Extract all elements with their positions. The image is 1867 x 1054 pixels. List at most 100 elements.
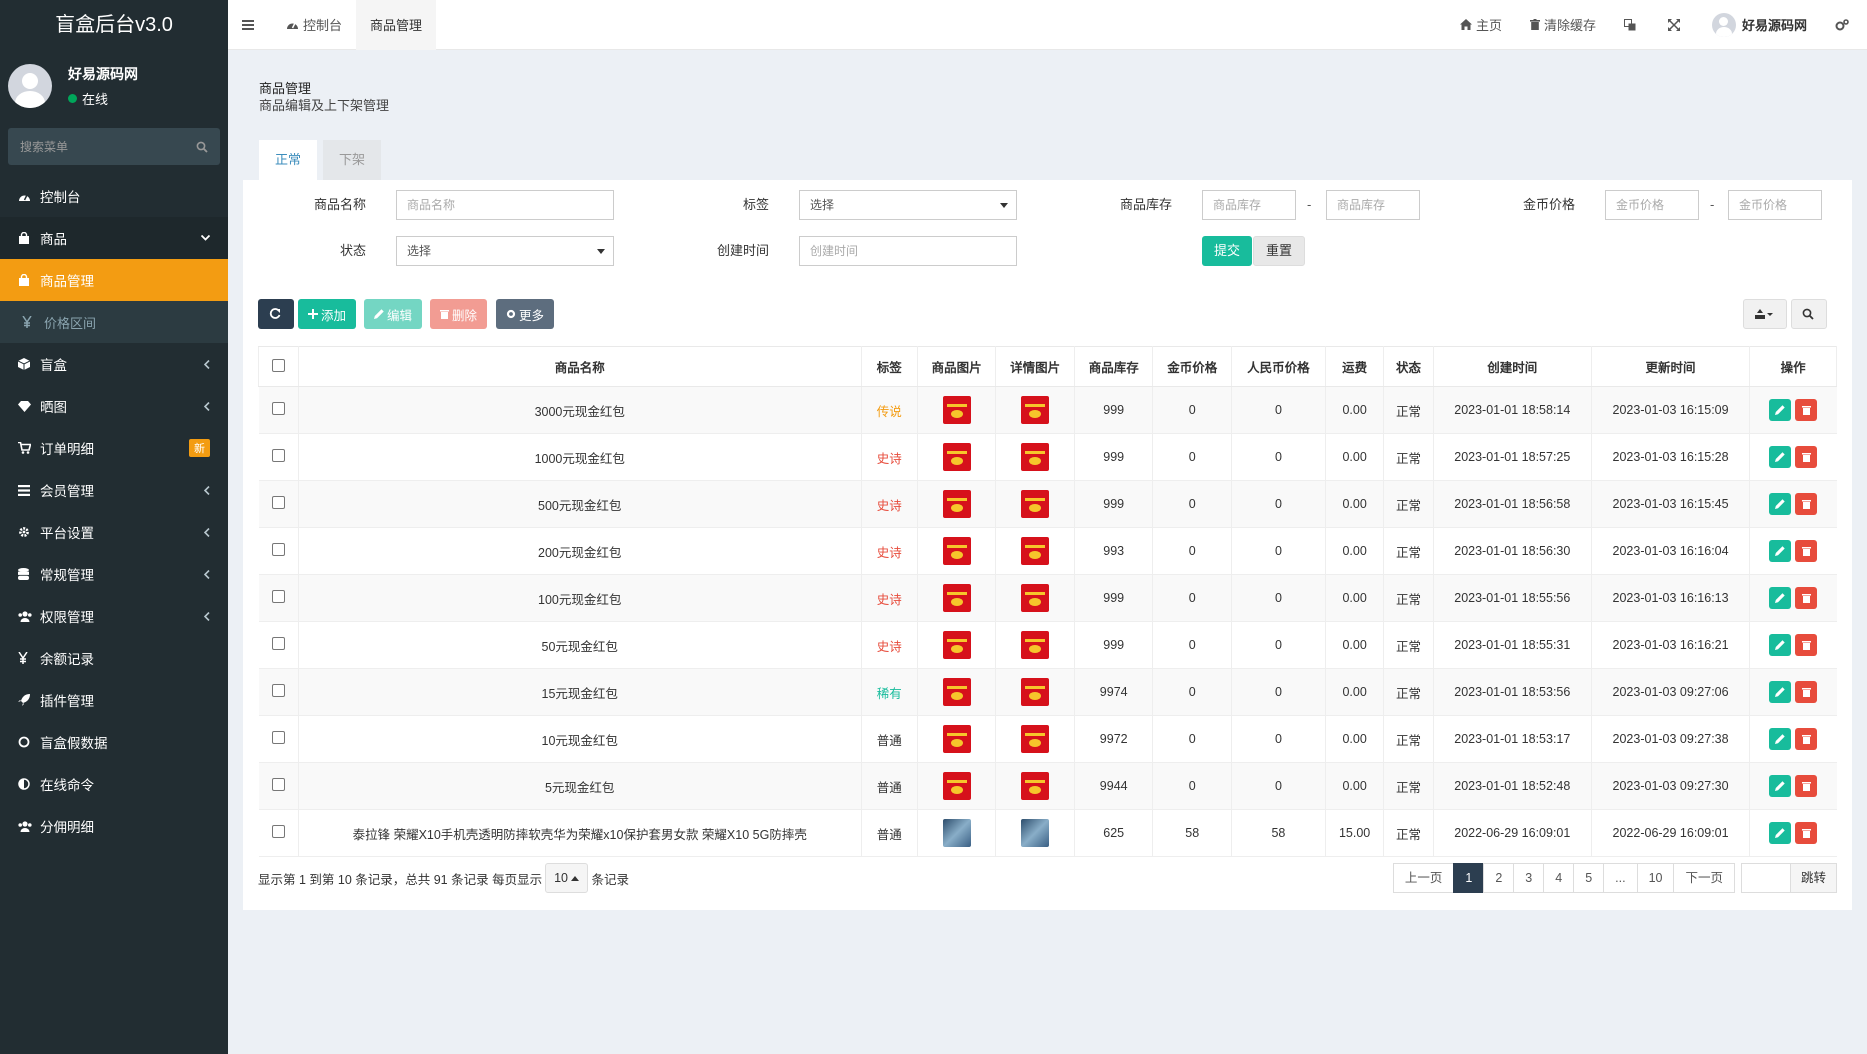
home-button[interactable]: 主页 [1446, 0, 1516, 50]
delete-row-button[interactable] [1795, 634, 1818, 656]
column-header[interactable]: 详情图片 [995, 346, 1075, 387]
refresh-button[interactable] [258, 299, 294, 329]
delete-row-button[interactable] [1795, 775, 1818, 797]
delete-row-button[interactable] [1795, 540, 1818, 562]
gold-max-input[interactable] [1728, 190, 1822, 220]
app-logo[interactable]: 盲盒后台v3.0 [0, 0, 228, 50]
goods-image[interactable] [942, 537, 971, 565]
search-toggle-button[interactable] [1791, 299, 1827, 329]
table-row[interactable]: 100元现金红包 史诗 999 0 0 0.00 正常 2023-01-01 18:55:56… [258, 574, 1837, 622]
select-all-checkbox[interactable] [271, 358, 285, 372]
goods-image[interactable] [942, 819, 971, 847]
column-header[interactable]: 更新时间 [1590, 346, 1751, 387]
table-row[interactable]: 3000元现金红包 传说 999 0 0 0.00 正常 2023-01-01 18:58:1… [258, 386, 1837, 434]
page-button[interactable]: 5 [1573, 863, 1605, 893]
table-row[interactable]: 泰拉锋 荣耀X10手机壳透明防摔软壳华为荣耀x10保护套男女款 荣耀X10 5G… [258, 809, 1837, 857]
sidebar-item-goods[interactable]: 商品 [0, 217, 228, 259]
row-checkbox[interactable] [271, 637, 285, 650]
tag-select[interactable]: 选择 [799, 190, 1017, 220]
sidebar-item-dashboard[interactable]: 控制台 [0, 175, 228, 217]
table-row[interactable]: 50元现金红包 史诗 999 0 0 0.00 正常 2023-01-01 18:55:31 2… [258, 621, 1837, 669]
detail-image[interactable] [1021, 725, 1050, 753]
add-button[interactable]: 添加 [298, 299, 357, 329]
detail-image[interactable] [1021, 819, 1050, 847]
column-header[interactable]: 操作 [1749, 346, 1837, 387]
table-row[interactable]: 10元现金红包 普通 9972 0 0 0.00 正常 2023-01-01 18:53:17… [258, 715, 1837, 763]
table-row[interactable]: 15元现金红包 稀有 9974 0 0 0.00 正常 2023-01-01 18:53:56… [258, 668, 1837, 716]
column-header[interactable]: 商品名称 [297, 346, 862, 387]
column-header[interactable]: 创建时间 [1432, 346, 1592, 387]
tab-dashboard[interactable]: 控制台 [272, 0, 356, 50]
delete-row-button[interactable] [1795, 399, 1818, 421]
goods-image[interactable] [942, 490, 971, 518]
goods-image[interactable] [942, 631, 971, 659]
detail-image[interactable] [1021, 537, 1050, 565]
page-jump-input[interactable] [1740, 863, 1791, 893]
delete-row-button[interactable] [1795, 493, 1818, 515]
sidebar-item-commission[interactable]: 分佣明细 [0, 805, 228, 847]
goods-image[interactable] [942, 443, 971, 471]
goods-name-input[interactable] [396, 190, 614, 220]
clear-cache-button[interactable]: 清除缓存 [1516, 0, 1610, 50]
row-checkbox[interactable] [271, 402, 285, 415]
sidebar-toggle-button[interactable] [228, 0, 272, 50]
edit-row-button[interactable] [1769, 446, 1792, 468]
prev-page-button[interactable]: 上一页 [1392, 863, 1455, 893]
edit-row-button[interactable] [1769, 634, 1792, 656]
detail-image[interactable] [1021, 631, 1050, 659]
table-row[interactable]: 5元现金红包 普通 9944 0 0 0.00 正常 2023-01-01 18:52:48 2… [258, 762, 1837, 810]
tab-normal[interactable]: 正常 [259, 140, 318, 180]
stock-max-input[interactable] [1326, 190, 1420, 220]
user-menu[interactable]: 好易源码网 [1698, 0, 1821, 50]
column-header[interactable]: 状态 [1383, 346, 1434, 387]
page-button[interactable]: 1 [1453, 863, 1485, 893]
page-button[interactable]: 2 [1483, 863, 1515, 893]
table-row[interactable]: 1000元现金红包 史诗 999 0 0 0.00 正常 2023-01-01 18:57:2… [258, 433, 1837, 481]
sidebar-item-plugins[interactable]: 插件管理 [0, 679, 228, 721]
gold-min-input[interactable] [1605, 190, 1699, 220]
page-button[interactable]: ... [1603, 863, 1638, 893]
search-icon[interactable] [196, 141, 208, 153]
column-header[interactable]: 商品库存 [1073, 346, 1154, 387]
goods-image[interactable] [942, 678, 971, 706]
delete-row-button[interactable] [1795, 728, 1818, 750]
sidebar-item-members[interactable]: 会员管理 [0, 469, 228, 511]
sidebar-item-price-range[interactable]: 价格区间 [0, 301, 228, 343]
sidebar-item-routine[interactable]: 常规管理 [0, 553, 228, 595]
column-header[interactable]: 金币价格 [1152, 346, 1233, 387]
column-header[interactable]: 商品图片 [916, 346, 997, 387]
detail-image[interactable] [1021, 678, 1050, 706]
edit-row-button[interactable] [1769, 540, 1792, 562]
column-header[interactable]: 运费 [1324, 346, 1385, 387]
row-checkbox[interactable] [271, 590, 285, 603]
detail-image[interactable] [1021, 772, 1050, 800]
row-checkbox[interactable] [271, 543, 285, 556]
table-row[interactable]: 200元现金红包 史诗 993 0 0 0.00 正常 2023-01-01 18:56:30… [258, 527, 1837, 575]
goods-image[interactable] [942, 772, 971, 800]
export-button[interactable] [1743, 299, 1787, 329]
page-size-select[interactable]: 10 [545, 863, 589, 893]
stock-min-input[interactable] [1202, 190, 1296, 220]
goods-image[interactable] [942, 584, 971, 612]
more-button[interactable]: 更多 [496, 299, 555, 329]
sidebar-search-input[interactable] [20, 139, 170, 154]
jump-button[interactable]: 跳转 [1789, 863, 1837, 893]
row-checkbox[interactable] [271, 778, 285, 791]
delete-row-button[interactable] [1795, 822, 1818, 844]
column-header[interactable]: 人民币价格 [1231, 346, 1326, 387]
delete-row-button[interactable] [1795, 587, 1818, 609]
status-select[interactable]: 选择 [396, 236, 614, 266]
goods-image[interactable] [942, 396, 971, 424]
goods-image[interactable] [942, 725, 971, 753]
detail-image[interactable] [1021, 443, 1050, 471]
reset-button[interactable]: 重置 [1253, 236, 1306, 266]
edit-row-button[interactable] [1769, 399, 1792, 421]
detail-image[interactable] [1021, 584, 1050, 612]
language-button[interactable] [1610, 0, 1654, 50]
sidebar-item-platform[interactable]: 平台设置 [0, 511, 228, 553]
row-checkbox[interactable] [271, 449, 285, 462]
delete-row-button[interactable] [1795, 681, 1818, 703]
sidebar-item-share[interactable]: 晒图 [0, 385, 228, 427]
edit-row-button[interactable] [1769, 822, 1792, 844]
fullscreen-button[interactable] [1654, 0, 1698, 50]
